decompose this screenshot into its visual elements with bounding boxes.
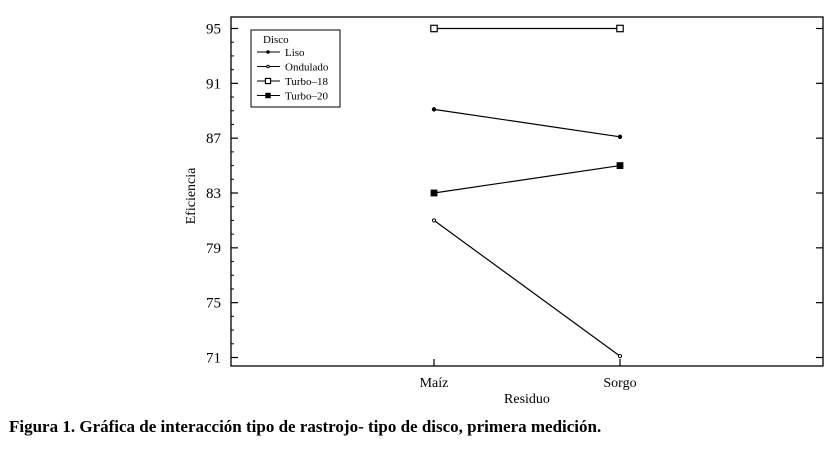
figure-caption: Figura 1. Gráfica de interacción tipo de… [9,417,602,436]
y-tick-label: 91 [206,76,221,92]
x-tick-label: Maíz [420,376,449,391]
y-tick-label: 83 [206,186,221,202]
data-point [616,162,624,169]
y-tick-label: 95 [206,22,221,38]
series-liso [431,107,623,139]
series-turbo-20 [430,162,624,197]
series-layer [430,24,624,359]
y-tick-label: 79 [206,241,221,257]
legend-item: Liso [257,47,305,59]
interaction-chart: 71 75 79 83 87 91 95 Maíz Sorgo Residuo Eficien… [184,16,824,407]
x-tick-label: Sorgo [603,376,636,391]
y-tick-label: 71 [206,351,221,367]
legend-label: Ondulado [285,62,329,74]
series-ondulado [431,218,623,359]
data-point [431,218,437,223]
legend: Disco Liso Ondulado Turbo–18 Turbo–20 [250,29,341,108]
data-point [265,92,271,99]
data-point [616,24,624,33]
legend-items: Liso Ondulado Turbo–18 Turbo–20 [257,47,329,103]
y-tick-label: 75 [206,296,221,312]
y-tick-label: 87 [206,131,222,147]
data-point [430,24,438,33]
legend-item: Turbo–18 [257,76,328,88]
y-axis-label: Eficiencia [184,167,199,225]
legend-label: Liso [285,47,305,59]
legend-item: Ondulado [257,62,329,74]
plot-area-frame [230,16,824,367]
y-axis: 71 75 79 83 87 91 95 [206,22,823,367]
data-point [266,50,270,54]
data-point [617,134,623,139]
legend-label: Turbo–18 [285,76,328,88]
data-point [430,189,438,197]
series-line [433,108,621,138]
series-line [433,219,621,357]
data-point [431,107,437,112]
data-point [264,77,272,85]
x-axis: Maíz Sorgo [420,359,637,391]
data-point [617,354,623,359]
legend-item: Turbo–20 [257,91,328,103]
x-axis-label: Residuo [504,392,550,407]
series-line [433,164,621,194]
data-point [266,64,270,69]
legend-label: Turbo–20 [285,91,328,103]
legend-title: Disco [263,34,289,46]
series-turbo-18 [430,24,624,33]
